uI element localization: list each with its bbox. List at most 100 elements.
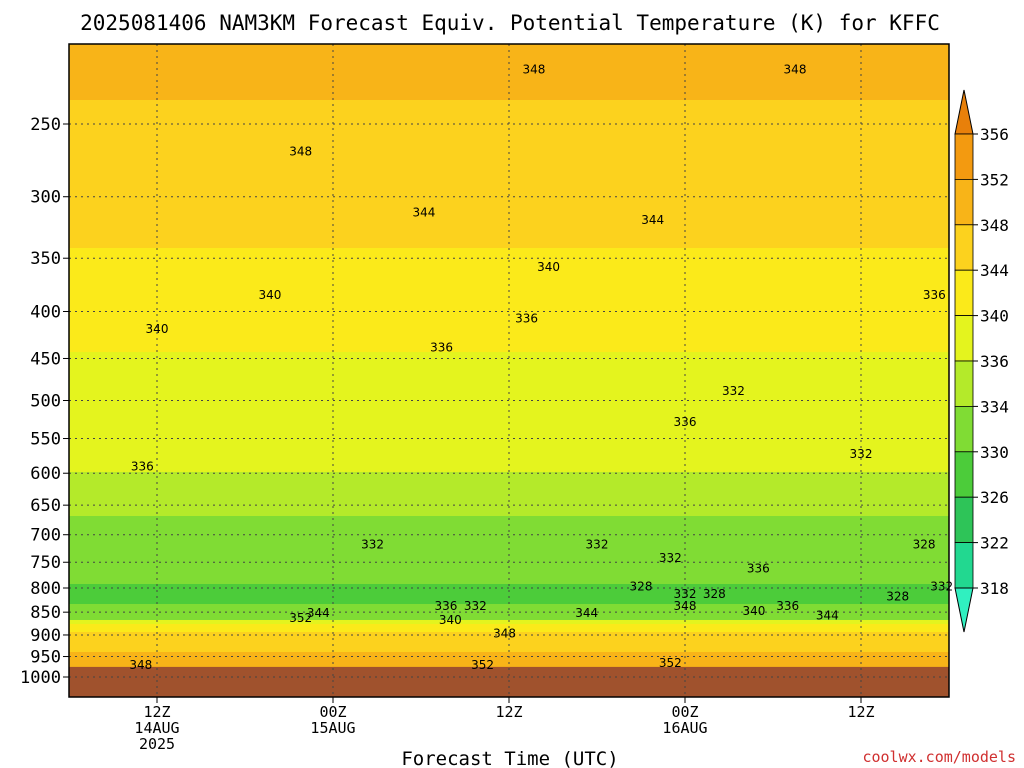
- heatmap-band: [69, 592, 949, 597]
- colorbar-label: 330: [980, 443, 1009, 462]
- heatmap-band: [69, 284, 949, 289]
- contour-label: 328: [630, 579, 653, 593]
- heatmap-band: [69, 544, 949, 549]
- grid-lines: [69, 44, 949, 697]
- colorbar-segment: [954, 405, 974, 453]
- heatmap-band: [69, 664, 949, 669]
- colorbar-label: 340: [980, 307, 1009, 326]
- heatmap-band: [69, 332, 949, 337]
- heatmap-band: [69, 556, 949, 561]
- contour-label: 344: [412, 205, 435, 219]
- heatmap-band: [69, 164, 949, 169]
- heatmap-band: [69, 604, 949, 609]
- contour-label: 348: [522, 62, 545, 76]
- y-tick-label: 700: [30, 526, 61, 546]
- colorbar-segment: [954, 315, 974, 362]
- heatmap-band: [69, 64, 949, 69]
- heatmap-band: [69, 428, 949, 433]
- heatmap-band: [69, 368, 949, 373]
- heatmap-band: [69, 236, 949, 241]
- contour-label: 348: [784, 62, 807, 76]
- y-tick-label: 350: [30, 249, 61, 269]
- colorbar-segment: [954, 224, 974, 271]
- y-tick-label: 900: [30, 626, 61, 646]
- colorbar-segment: [954, 133, 974, 180]
- heatmap-band: [69, 476, 949, 481]
- x-axis-label: Forecast Time (UTC): [401, 748, 618, 768]
- heatmap-band: [69, 160, 949, 165]
- heatmap-band: [69, 136, 949, 141]
- y-tick-label: 400: [30, 302, 61, 322]
- heatmap-band: [69, 56, 949, 61]
- colorbar-label: 352: [980, 170, 1009, 189]
- heatmap-band: [69, 508, 949, 513]
- contour-label: 332: [586, 537, 609, 551]
- contour-label: 336: [434, 599, 457, 613]
- heatmap-band: [69, 328, 949, 333]
- heatmap-band: [69, 152, 949, 157]
- contour-label: 352: [289, 611, 312, 625]
- contour-label: 348: [674, 599, 697, 613]
- heatmap-band: [69, 580, 949, 585]
- heatmap-band: [69, 484, 949, 489]
- contour-label: 332: [464, 599, 487, 613]
- heatmap-band: [69, 448, 949, 453]
- heatmap-band: [69, 296, 949, 301]
- x-tick-label: 2025: [139, 735, 175, 753]
- heatmap-band: [69, 292, 949, 297]
- colorbar-bottom-arrow: [954, 587, 974, 633]
- colorbar-label: 326: [980, 488, 1009, 507]
- heatmap-band: [69, 212, 949, 217]
- heatmap-band: [69, 416, 949, 421]
- heatmap-band: [69, 532, 949, 537]
- contour-label: 340: [537, 260, 560, 274]
- contour-label: 332: [930, 579, 953, 593]
- colorbar-segment: [954, 360, 974, 407]
- colorbar-label: 348: [980, 216, 1009, 235]
- credit-text: coolwx.com/models: [862, 748, 1016, 766]
- heatmap-band: [69, 652, 949, 657]
- heatmap-band: [69, 188, 949, 193]
- heatmap-band: [69, 364, 949, 369]
- contour-label: 332: [361, 537, 384, 551]
- x-tick-label: 12Z: [847, 703, 874, 721]
- heatmap-band: [69, 632, 949, 637]
- heatmap-band: [69, 356, 949, 361]
- heatmap-band: [69, 500, 949, 505]
- heatmap-band: [69, 452, 949, 457]
- y-tick-label: 950: [30, 648, 61, 668]
- x-tick-label: 16AUG: [662, 719, 707, 737]
- heatmap-band: [69, 320, 949, 325]
- contour-label: 340: [439, 613, 462, 627]
- heatmap-band: [69, 128, 949, 133]
- x-tick-label: 15AUG: [310, 719, 355, 737]
- x-tick-label: 12Z: [143, 703, 170, 721]
- colorbar-segment: [954, 542, 974, 589]
- contour-label: 344: [575, 606, 598, 620]
- contour-label: 328: [913, 537, 936, 551]
- contour-label: 348: [493, 627, 516, 641]
- contour-label: 344: [307, 606, 330, 620]
- heatmap-band: [69, 412, 949, 417]
- contour-label: 328: [703, 587, 726, 601]
- contour-label: 336: [430, 341, 453, 355]
- heatmap-band: [69, 616, 949, 621]
- x-tick-label: 00Z: [319, 703, 346, 721]
- heatmap-band: [69, 232, 949, 237]
- heatmap-band: [69, 340, 949, 345]
- heatmap-band: [69, 596, 949, 601]
- heatmap-band: [69, 640, 949, 645]
- chart-title: 2025081406 NAM3KM Forecast Equiv. Potent…: [80, 11, 940, 35]
- heatmap-band: [69, 244, 949, 249]
- heatmap-band: [69, 644, 949, 649]
- heatmap-band: [69, 520, 949, 525]
- heatmap-band: [69, 172, 949, 177]
- heatmap-band: [69, 472, 949, 477]
- heatmap-band: [69, 80, 949, 85]
- y-tick-label: 1000: [20, 668, 61, 688]
- heatmap-band: [69, 92, 949, 97]
- contour-label: 336: [674, 415, 697, 429]
